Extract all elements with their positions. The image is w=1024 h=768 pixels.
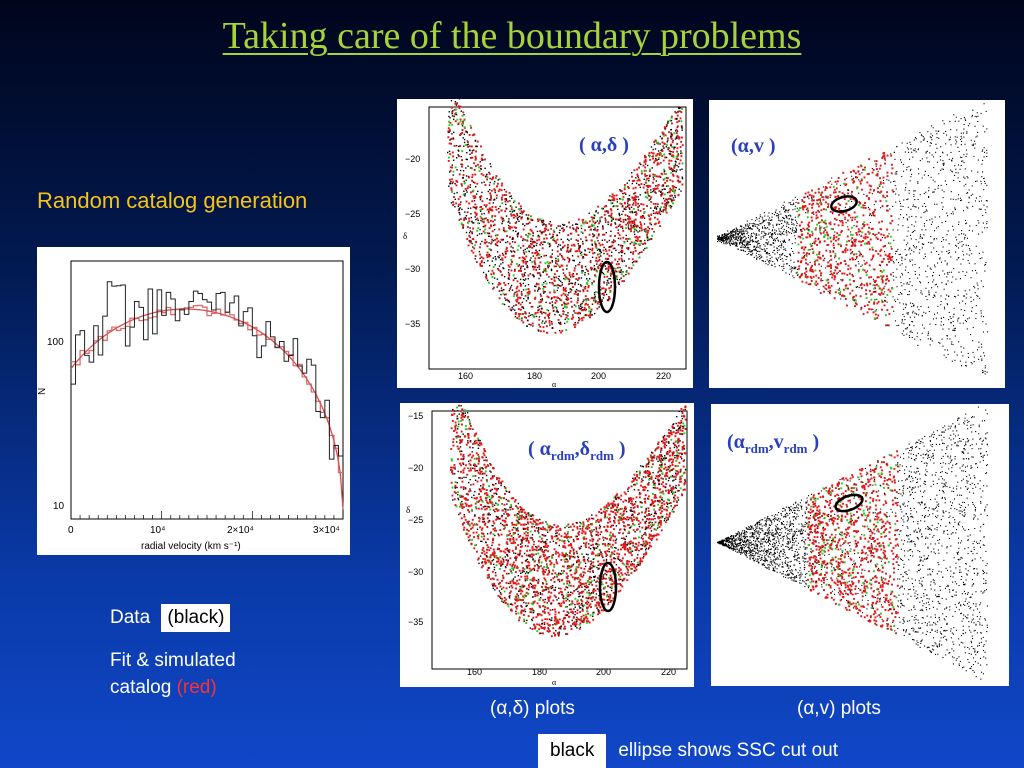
tl-xtick-160: 160 — [458, 371, 473, 381]
tl-xtick-180: 180 — [527, 371, 542, 381]
legend-fit-color: (red) — [176, 677, 217, 698]
bl-xtick-220: 220 — [661, 667, 676, 677]
bl-ytick-25: −25 — [408, 515, 423, 525]
histogram-panel: N 100 10 0 10⁴ 2×10⁴ 3×10⁴ radial veloci… — [37, 247, 350, 555]
histogram-plot: N 100 10 0 10⁴ 2×10⁴ 3×10⁴ radial veloci… — [37, 260, 344, 552]
hist-fit-curve — [70, 308, 344, 510]
tl-ytick-35: −35 — [405, 319, 420, 329]
panel-alpha-v: (α,v ) — [709, 100, 1005, 388]
legend-data-color: (black) — [161, 604, 231, 632]
tl-ylabel: δ — [403, 231, 407, 241]
legend-fit: Fit & simulated catalog (red) — [110, 647, 236, 701]
ellipse-note-color: black — [538, 734, 607, 768]
legend-fit-line2: catalog (red) — [110, 674, 236, 701]
bl-ylabel: δ — [406, 505, 410, 515]
caption-alpha-v: (α,v) plots — [797, 698, 881, 719]
tl-ytick-20: −20 — [405, 154, 420, 164]
ssc-cutout-ellipse — [830, 195, 858, 213]
hist-xlabel: radial velocity (km s⁻¹) — [141, 541, 241, 552]
caption-alpha-delta: (α,δ) plots — [490, 698, 575, 719]
tl-panel-label: ( α,δ ) — [579, 134, 629, 156]
hist-xtick-2e4: 2×10⁴ — [227, 525, 254, 536]
tl-xtick-200: 200 — [591, 371, 606, 381]
ellipse-note-text: ellipse shows SSC cut out — [618, 740, 839, 761]
panel-alpha-v-rdm: (αrdm,vrdm ) — [711, 404, 1009, 686]
bl-xlabel: α — [552, 678, 557, 687]
hist-ylabel: N — [37, 388, 48, 395]
bl-ytick-35: −35 — [408, 617, 423, 627]
tr-panel-label: (α,v ) — [731, 135, 775, 157]
legend-data-label: Data — [110, 607, 151, 628]
tl-xtick-220: 220 — [656, 371, 671, 381]
hist-ytick-10: 10 — [53, 501, 65, 512]
bl-ytick-30: −30 — [408, 567, 423, 577]
hist-axis-ticks — [70, 511, 344, 519]
bl-ytick-20: −20 — [408, 463, 423, 473]
tl-ytick-30: −30 — [405, 264, 420, 274]
hist-xtick-1e4: 10⁴ — [150, 525, 165, 536]
ssc-cutout-ellipse — [834, 493, 864, 513]
plot-alpha-v-rdm: (αrdm,vrdm ) — [717, 406, 988, 680]
bl-ytick-15: −15 — [408, 411, 423, 421]
legend-data: Data (black) — [110, 604, 231, 632]
tl-scatter — [447, 99, 684, 334]
hist-xtick-3e4: 3×10⁴ — [313, 525, 340, 536]
bl-xtick-180: 180 — [532, 667, 547, 677]
ellipse-note: black ellipse shows SSC cut out — [538, 734, 838, 768]
bl-panel-label: ( αrdm,δrdm ) — [528, 438, 626, 463]
hist-xtick-0: 0 — [68, 525, 74, 536]
hist-ytick-100: 100 — [47, 337, 64, 348]
legend-fit-line1: Fit & simulated — [110, 650, 236, 671]
tl-xlabel: α — [552, 380, 557, 388]
br-scatter — [717, 406, 988, 680]
bl-xtick-200: 200 — [596, 667, 611, 677]
panel-alpha-delta-rdm: ( αrdm,δrdm ) −15 −20 −25 −30 −35 δ 160 … — [400, 403, 694, 687]
panel-alpha-delta: ( α,δ ) −20 −25 −30 −35 δ 160 180 200 22… — [397, 99, 693, 388]
hist-data-histogram — [71, 281, 343, 460]
bl-scatter — [450, 404, 687, 638]
ssc-cutout-ellipse — [597, 260, 617, 314]
plot-alpha-v: (α,v ) — [717, 103, 988, 375]
plot-alpha-delta-rdm: ( αrdm,δrdm ) −15 −20 −25 −30 −35 δ 160 … — [406, 404, 688, 687]
legend-fit-catalog: catalog — [110, 677, 172, 698]
slide-subtitle: Random catalog generation — [37, 188, 308, 213]
ssc-cutout-ellipse — [598, 561, 618, 613]
bl-xtick-160: 160 — [467, 667, 482, 677]
tl-ytick-25: −25 — [405, 209, 420, 219]
slide-title: Taking care of the boundary problems — [222, 15, 802, 57]
plot-alpha-delta: ( α,δ ) −20 −25 −30 −35 δ 160 180 200 22… — [403, 99, 687, 388]
br-panel-label: (αrdm,vrdm ) — [727, 431, 819, 456]
